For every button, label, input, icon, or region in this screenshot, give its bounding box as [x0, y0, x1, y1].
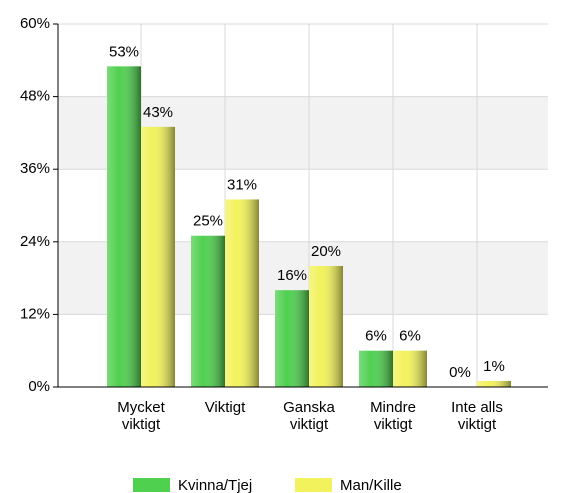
x-tick-label: Inte alls viktigt	[451, 399, 503, 433]
bar-shade	[393, 350, 427, 387]
bar-shade	[359, 350, 393, 387]
value-label: 20%	[311, 243, 341, 260]
y-tick-label: 36%	[20, 160, 50, 177]
y-tick-label: 24%	[20, 233, 50, 250]
x-tick-label: Viktigt	[205, 399, 246, 416]
y-tick-label: 12%	[20, 305, 50, 322]
legend-swatch	[295, 478, 332, 492]
value-label: 0%	[449, 364, 471, 381]
bar-shade	[141, 126, 175, 387]
x-tick-label: Mycket viktigt	[117, 399, 165, 433]
bar-shade	[191, 235, 225, 387]
value-label: 1%	[483, 358, 505, 375]
value-label: 6%	[365, 328, 387, 345]
value-label: 53%	[109, 43, 139, 60]
value-label: 25%	[193, 213, 223, 230]
bar-shade	[225, 199, 259, 387]
y-tick-label: 60%	[20, 15, 50, 32]
legend-label: Man/Kille	[340, 477, 402, 493]
bar-shade	[107, 66, 141, 387]
y-tick-label: 0%	[28, 378, 50, 395]
legend-swatch	[133, 478, 170, 492]
bar-shade	[275, 290, 309, 387]
value-label: 43%	[143, 104, 173, 121]
legend-label: Kvinna/Tjej	[178, 477, 252, 493]
x-tick-label: Mindre viktigt	[370, 399, 416, 433]
x-tick-label: Ganska viktigt	[283, 399, 335, 433]
value-label: 31%	[227, 176, 257, 193]
bar-shade	[309, 266, 343, 387]
bar-shade	[477, 380, 511, 387]
y-tick-label: 48%	[20, 88, 50, 105]
value-label: 16%	[277, 267, 307, 284]
value-label: 6%	[399, 328, 421, 345]
